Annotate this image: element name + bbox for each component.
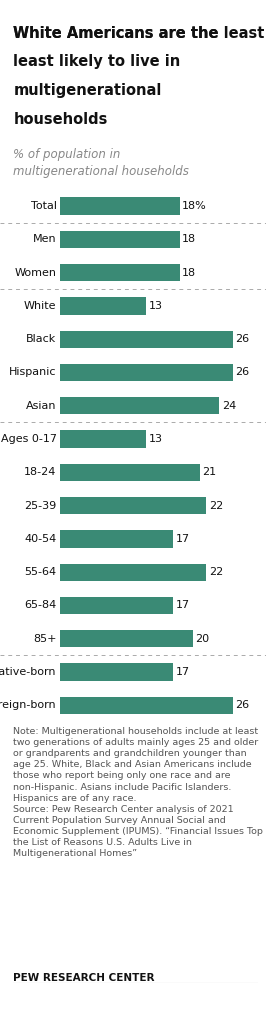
Text: 18%: 18% [182, 201, 207, 211]
Text: 65-84: 65-84 [24, 600, 56, 610]
Text: Ages 0-17: Ages 0-17 [1, 434, 56, 444]
Text: 24: 24 [222, 400, 236, 411]
Text: White Americans are the: White Americans are the [13, 26, 219, 41]
Text: 26: 26 [235, 368, 250, 378]
Text: 40-54: 40-54 [24, 534, 56, 544]
Text: 26: 26 [235, 334, 250, 344]
Bar [60, 198, 180, 215]
Text: 21: 21 [202, 467, 216, 477]
Bar [60, 696, 233, 714]
Text: 17: 17 [176, 667, 190, 677]
Text: Asian: Asian [26, 400, 56, 411]
Bar [60, 630, 193, 647]
Text: Hispanic: Hispanic [9, 368, 56, 378]
Text: Foreign-born: Foreign-born [0, 700, 56, 711]
Text: 18: 18 [182, 234, 196, 245]
Text: Black: Black [26, 334, 56, 344]
Text: 13: 13 [149, 434, 163, 444]
Text: 22: 22 [209, 567, 223, 578]
Bar [60, 331, 233, 348]
Text: Women: Women [15, 267, 56, 278]
Text: 55-64: 55-64 [24, 567, 56, 578]
Text: multigenerational: multigenerational [13, 83, 162, 98]
Bar [60, 497, 206, 514]
Text: Men: Men [33, 234, 56, 245]
Bar [60, 297, 146, 314]
Bar [60, 597, 173, 614]
Text: 18-24: 18-24 [24, 467, 56, 477]
Bar [60, 563, 206, 581]
Bar [60, 530, 173, 548]
Bar [60, 264, 180, 282]
Text: 20: 20 [196, 634, 210, 644]
Text: White Americans are the least likely to live in multigenerational households: White Americans are the least likely to … [13, 26, 266, 41]
Text: 22: 22 [209, 501, 223, 511]
Text: least likely to live in: least likely to live in [13, 54, 181, 70]
Text: 26: 26 [235, 700, 250, 711]
Text: 17: 17 [176, 534, 190, 544]
Text: Native-born: Native-born [0, 667, 56, 677]
Bar [60, 464, 200, 481]
Bar [60, 397, 219, 415]
Text: Note: Multigenerational households include at least two generations of adults ma: Note: Multigenerational households inclu… [13, 727, 263, 858]
Text: 17: 17 [176, 600, 190, 610]
Text: 13: 13 [149, 301, 163, 311]
Text: % of population in
multigenerational households: % of population in multigenerational hou… [13, 148, 189, 178]
Text: White: White [24, 301, 56, 311]
Bar [60, 430, 146, 447]
Text: 85+: 85+ [33, 634, 56, 644]
Text: Total: Total [31, 201, 56, 211]
Bar [60, 230, 180, 248]
Bar [60, 364, 233, 381]
Text: 25-39: 25-39 [24, 501, 56, 511]
Bar [60, 664, 173, 681]
Text: 18: 18 [182, 267, 196, 278]
Text: PEW RESEARCH CENTER: PEW RESEARCH CENTER [13, 973, 155, 983]
Text: households: households [13, 112, 108, 127]
